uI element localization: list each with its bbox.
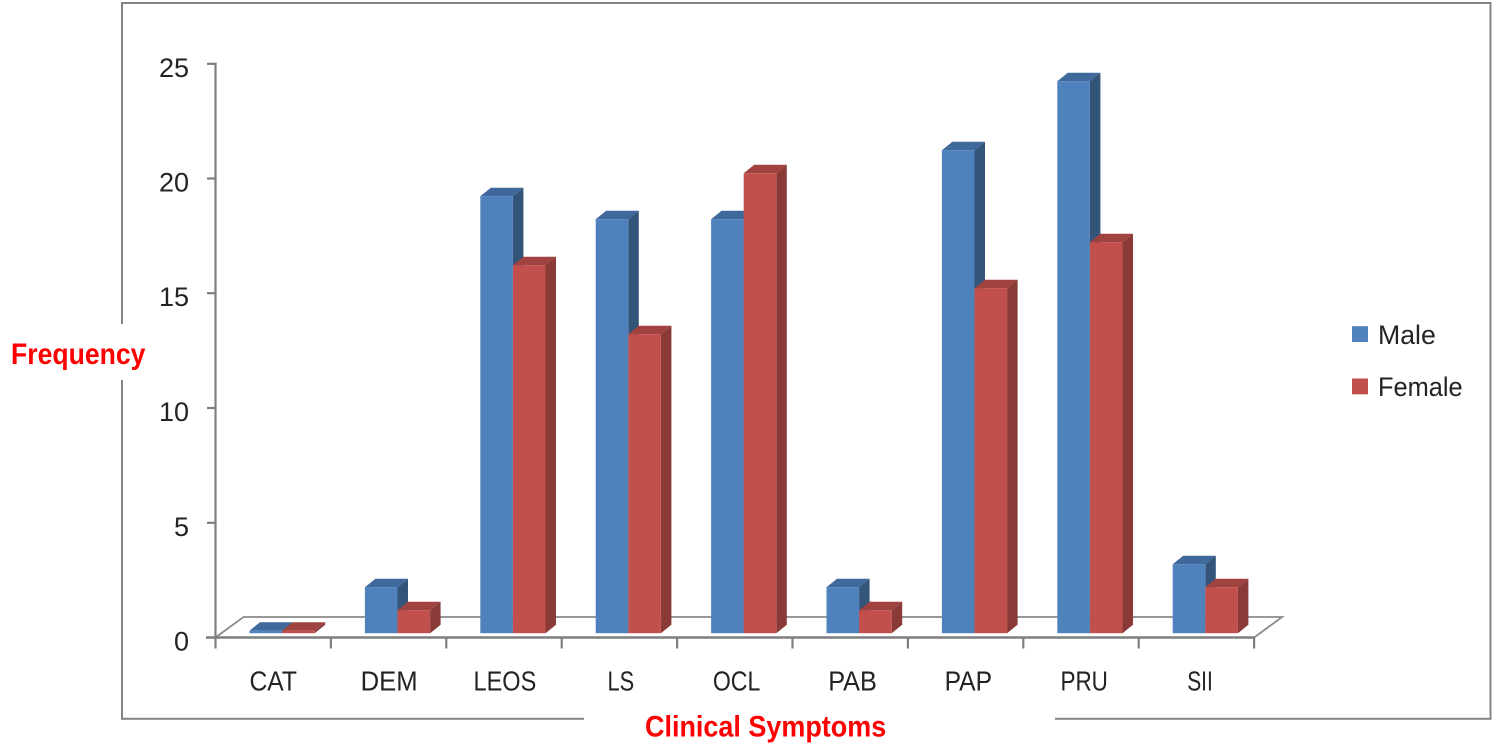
- svg-text:PRU: PRU: [1061, 666, 1108, 697]
- svg-text:PAB: PAB: [828, 666, 877, 697]
- svg-text:OCL: OCL: [713, 666, 761, 697]
- svg-text:Male: Male: [1378, 320, 1436, 350]
- svg-text:CAT: CAT: [249, 666, 297, 697]
- svg-text:15: 15: [159, 282, 189, 312]
- svg-text:Female: Female: [1378, 372, 1463, 402]
- svg-text:5: 5: [174, 512, 189, 542]
- svg-text:PAP: PAP: [945, 666, 992, 697]
- svg-text:LS: LS: [608, 666, 635, 697]
- svg-text:Frequency: Frequency: [11, 338, 146, 371]
- svg-text:10: 10: [159, 397, 189, 427]
- svg-text:0: 0: [174, 627, 189, 657]
- svg-text:LEOS: LEOS: [474, 666, 537, 697]
- svg-text:20: 20: [159, 168, 189, 198]
- svg-text:DEM: DEM: [361, 666, 418, 697]
- svg-text:25: 25: [159, 53, 189, 83]
- svg-text:Clinical Symptoms: Clinical Symptoms: [645, 711, 886, 744]
- svg-text:SII: SII: [1187, 666, 1213, 697]
